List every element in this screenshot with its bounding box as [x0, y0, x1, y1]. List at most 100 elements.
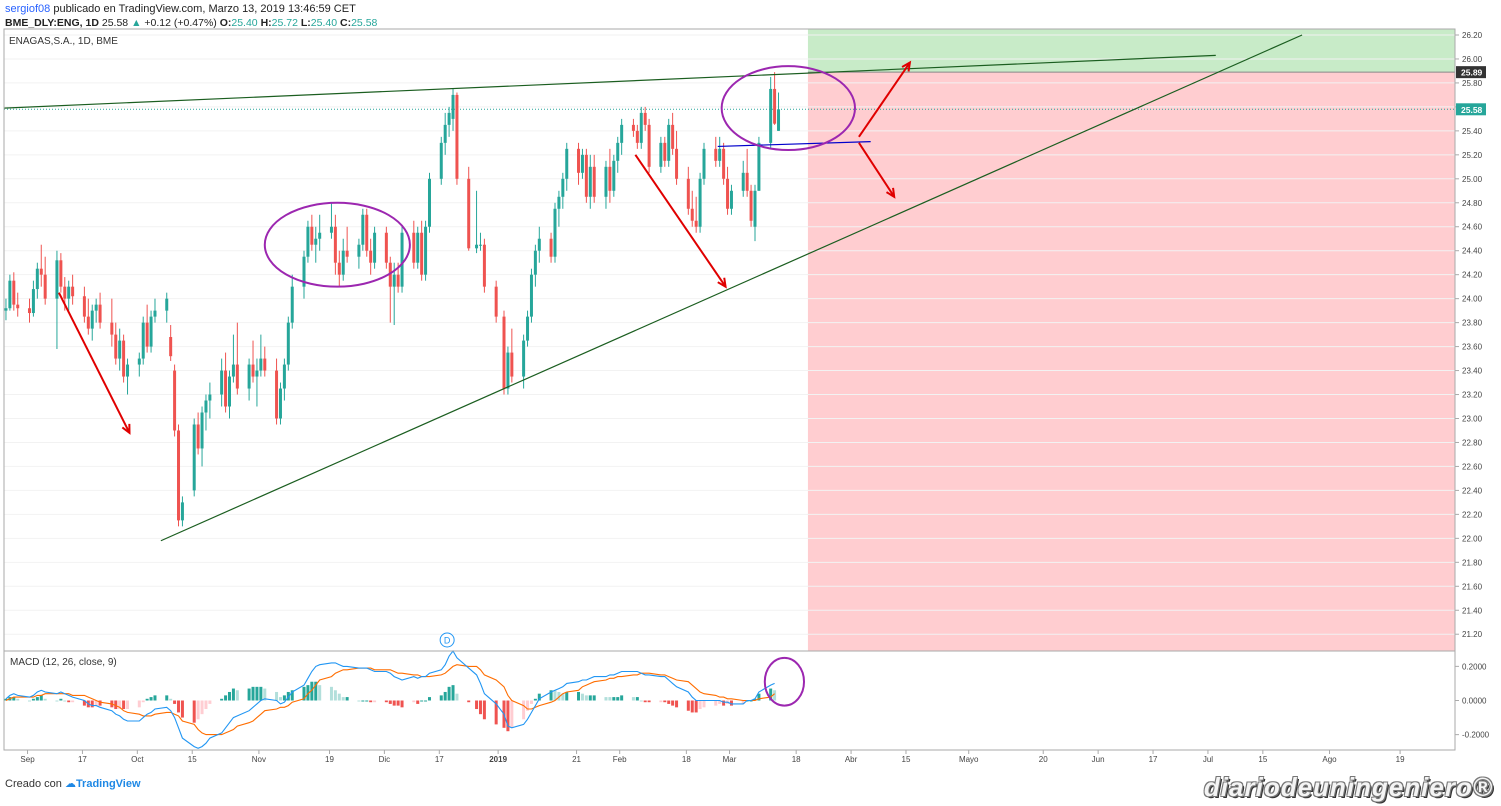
- y-tick-label: 22.20: [1462, 510, 1483, 519]
- publish-line: sergiof08 publicado en TradingView.com, …: [5, 2, 377, 16]
- macd-histogram-bar: [451, 685, 455, 701]
- macd-histogram-bar: [59, 698, 63, 701]
- y-tick-label: 24.80: [1462, 199, 1483, 208]
- candle-body: [690, 208, 694, 221]
- macd-title: MACD (12, 26, close, 9): [10, 657, 117, 668]
- macd-y-tick-label: -0.2000: [1462, 731, 1490, 740]
- candle-body: [494, 286, 498, 317]
- macd-histogram-bar: [400, 700, 404, 708]
- x-tick-label: 17: [435, 755, 444, 764]
- candle-body: [537, 238, 541, 251]
- candle-body: [4, 308, 8, 311]
- macd-histogram-bar: [608, 697, 612, 701]
- macd-histogram-bar: [447, 686, 451, 701]
- footer: Creado con ☁TradingView: [5, 777, 141, 790]
- macd-histogram-bar: [310, 681, 314, 701]
- candle-body: [726, 178, 730, 209]
- x-tick-label: 18: [792, 755, 801, 764]
- highlight-ellipse: [763, 656, 806, 707]
- candle-body: [777, 109, 781, 131]
- candle-body: [427, 178, 431, 227]
- macd-histogram-bar: [137, 700, 141, 708]
- target-zone: [807, 29, 1455, 73]
- candle-body: [357, 244, 361, 257]
- candle-body: [333, 226, 337, 263]
- macd-histogram-bar: [16, 698, 20, 701]
- candle-body: [392, 274, 396, 287]
- candle-body: [522, 340, 526, 377]
- y-tick-label: 25.20: [1462, 151, 1483, 160]
- candle-body: [12, 280, 16, 305]
- candle-body: [259, 358, 263, 371]
- candle-body: [745, 172, 749, 191]
- tradingview-brand[interactable]: TradingView: [75, 778, 141, 790]
- candle-body: [318, 232, 322, 239]
- macd-histogram-bar: [392, 700, 396, 706]
- macd-histogram-bar: [553, 690, 557, 701]
- candle-body: [577, 148, 581, 173]
- candle-body: [227, 376, 231, 407]
- y-tick-label: 23.00: [1462, 414, 1483, 423]
- macd-histogram-bar: [333, 690, 337, 701]
- candle-body: [251, 364, 255, 377]
- x-tick-label: Nov: [252, 755, 266, 764]
- candle-body: [35, 268, 39, 290]
- candle-body: [39, 268, 43, 275]
- low-value: 25.40: [310, 17, 338, 29]
- y-tick-label: 26.00: [1462, 55, 1483, 64]
- price-tag: [1456, 66, 1486, 79]
- macd-histogram-bar: [388, 700, 392, 704]
- macd-histogram-bar: [282, 695, 286, 701]
- y-tick-label: 23.60: [1462, 343, 1483, 352]
- macd-histogram-bar: [361, 700, 365, 702]
- candle-body: [698, 178, 702, 227]
- macd-histogram-bar: [278, 697, 282, 701]
- macd-histogram-bar: [306, 685, 310, 701]
- candle-body: [141, 322, 145, 359]
- candle-body: [67, 286, 71, 299]
- macd-histogram-bar: [318, 685, 322, 701]
- macd-histogram-bar: [663, 700, 667, 703]
- macd-histogram-bar: [584, 695, 588, 701]
- macd-histogram-bar: [427, 697, 431, 701]
- macd-histogram-bar: [667, 700, 671, 704]
- macd-histogram-bar: [122, 700, 126, 710]
- y-tick-label: 25.00: [1462, 175, 1483, 184]
- x-tick-label: Ago: [1322, 755, 1337, 764]
- macd-histogram-bar: [90, 700, 94, 708]
- macd-histogram-bar: [722, 700, 726, 706]
- candle-body: [561, 178, 565, 197]
- candle-body: [565, 148, 569, 179]
- macd-histogram-bar: [612, 697, 616, 701]
- x-tick-label: 18: [682, 755, 691, 764]
- macd-line: [5, 650, 775, 749]
- close-value: 25.58: [351, 17, 378, 29]
- macd-histogram-bar: [467, 700, 471, 703]
- macd-histogram-bar: [494, 700, 498, 725]
- macd-histogram-bar: [275, 691, 279, 701]
- candle-body: [663, 142, 667, 161]
- arrow-head: [121, 423, 131, 435]
- macd-histogram-bar: [204, 700, 208, 710]
- y-tick-label: 24.00: [1462, 295, 1483, 304]
- candle-body: [337, 262, 341, 275]
- macd-histogram-bar: [588, 695, 592, 701]
- candle-body: [341, 250, 345, 275]
- macd-histogram-bar: [659, 700, 663, 703]
- macd-histogram-bar: [126, 700, 130, 710]
- change-value: +0.12 (+0.47%): [144, 17, 217, 29]
- candle-body: [63, 286, 67, 299]
- macd-histogram-bar: [718, 700, 722, 704]
- x-tick-label: 19: [1396, 755, 1405, 764]
- created-with-text: Creado con: [5, 778, 62, 790]
- candle-body: [451, 94, 455, 119]
- candle-body: [235, 364, 239, 389]
- candle-body: [447, 112, 451, 125]
- macd-histogram-bar: [314, 681, 318, 701]
- candle-body: [220, 370, 224, 395]
- candle-body: [529, 274, 533, 317]
- candle-body: [173, 370, 177, 431]
- y-tick-label: 23.40: [1462, 367, 1483, 376]
- author-link[interactable]: sergiof08: [5, 3, 51, 15]
